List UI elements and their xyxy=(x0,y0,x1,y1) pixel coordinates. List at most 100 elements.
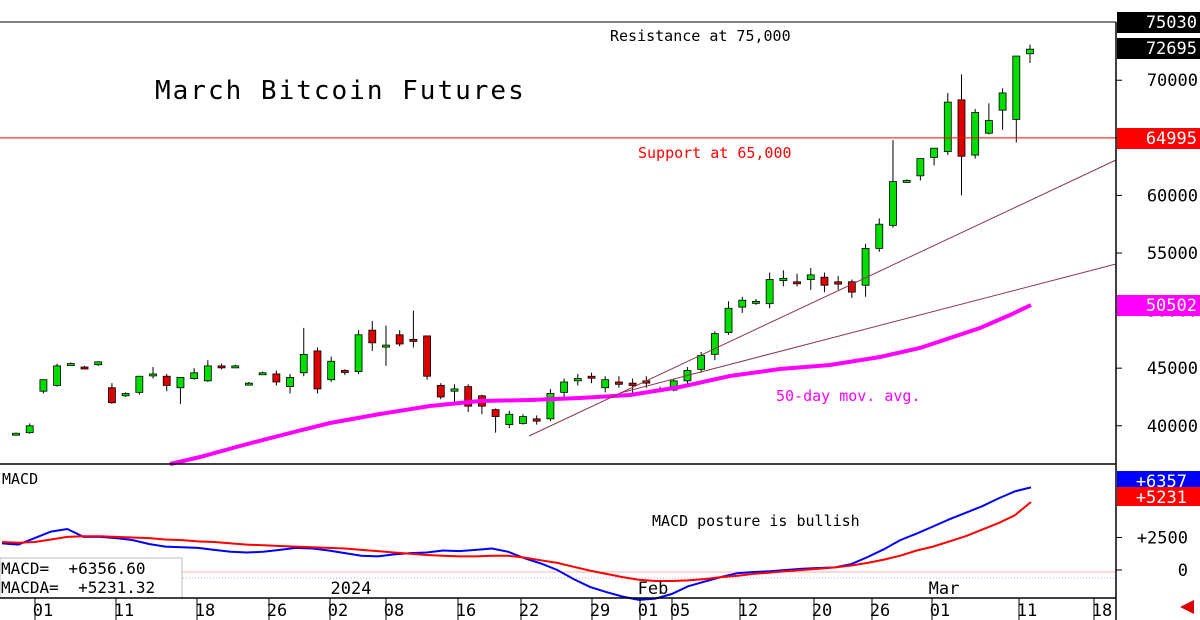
macd-value-tag-box xyxy=(1117,487,1200,506)
time-tick-label: 16 xyxy=(456,601,476,620)
time-tick-label: 05 xyxy=(670,601,690,620)
macda-signal-line xyxy=(1,501,1032,582)
time-tick-label: 01 xyxy=(930,601,950,620)
macd-tick-label: +2500 xyxy=(1137,529,1188,549)
candle-body xyxy=(957,99,966,157)
price-tick-label: 55000 xyxy=(1147,244,1198,264)
macd-legend-value: MACD= +6356.60 xyxy=(1,559,146,578)
annotations: March Bitcoin Futures Resistance at 75,0… xyxy=(1,27,921,597)
candle-body xyxy=(491,409,500,417)
month-label: Feb xyxy=(638,579,669,599)
candle-body xyxy=(203,365,212,382)
time-tick-label: 29 xyxy=(590,601,610,620)
candle-body xyxy=(217,365,226,369)
candle-body xyxy=(806,274,815,280)
candle-body xyxy=(354,334,363,373)
candle-body xyxy=(724,307,733,333)
candle-body xyxy=(121,393,130,397)
macd-value-tag: +5231 xyxy=(1136,488,1187,508)
candle-body xyxy=(943,101,952,153)
scroll-left-arrow-icon xyxy=(1180,600,1194,614)
candle-body xyxy=(889,181,897,226)
time-tick-label: 26 xyxy=(870,601,890,620)
candle-body xyxy=(587,375,596,379)
candle-body xyxy=(1026,48,1034,55)
candle-body xyxy=(546,393,555,420)
time-tick-label: 08 xyxy=(384,601,404,620)
candle-body xyxy=(573,378,582,382)
candle-body xyxy=(861,247,870,286)
time-tick-label: 02 xyxy=(328,601,348,620)
candle-body xyxy=(505,413,514,426)
candle-body xyxy=(423,335,431,377)
candle-body xyxy=(190,372,199,379)
candle-body xyxy=(149,373,157,377)
candle-body xyxy=(327,360,336,381)
candle-body xyxy=(532,418,541,422)
time-tick-label: 18 xyxy=(1092,601,1112,620)
moving-average-label: 50-day mov. avg. xyxy=(776,387,921,405)
candle-body xyxy=(793,281,801,285)
candle-body xyxy=(560,381,569,393)
month-label: 2024 xyxy=(331,579,372,599)
candle-body xyxy=(395,334,404,345)
price-tag-box xyxy=(1117,295,1200,316)
candle-body xyxy=(971,112,980,156)
macda-legend-value: MACDA= +5231.32 xyxy=(1,578,155,597)
candle-body xyxy=(108,387,116,404)
time-tick-label: 11 xyxy=(1017,601,1037,620)
candle-body xyxy=(436,385,445,398)
candle-body xyxy=(258,372,267,376)
trendline-shallow xyxy=(619,263,1117,394)
candle-body xyxy=(80,366,89,370)
candle-body xyxy=(135,375,144,393)
price-tag-box xyxy=(1117,128,1200,149)
candle-body xyxy=(984,120,993,134)
candle-body xyxy=(313,350,322,390)
trendline-layer xyxy=(528,159,1117,437)
price-tag-value: 64995 xyxy=(1146,129,1197,149)
candle-body xyxy=(53,365,62,386)
candle-body xyxy=(765,279,774,305)
time-tick-label: 22 xyxy=(519,601,539,620)
macd-line xyxy=(1,486,1032,601)
candlestick-series xyxy=(12,44,1034,436)
candle-body xyxy=(464,386,473,407)
macd-annotation: MACD posture is bullish xyxy=(652,512,860,530)
moving-average-line xyxy=(169,303,1032,466)
candle-body xyxy=(697,355,706,370)
candle-body xyxy=(245,382,253,386)
time-tick-label: 11 xyxy=(114,601,134,620)
axes: 4000045000500005500060000650007000075030… xyxy=(0,12,1200,620)
candle-body xyxy=(12,432,20,436)
candle-body xyxy=(738,299,747,308)
price-tag-box xyxy=(1117,38,1200,59)
macd-tick-label: 0 xyxy=(1178,561,1188,581)
time-tick-label: 01 xyxy=(638,601,658,620)
price-tag-box xyxy=(1117,12,1200,33)
time-tick-label: 18 xyxy=(195,601,215,620)
candle-body xyxy=(176,376,185,389)
month-label: Mar xyxy=(929,579,960,599)
candle-body xyxy=(847,281,856,293)
price-tick-label: 45000 xyxy=(1147,359,1198,379)
candle-body xyxy=(601,379,610,389)
candle-body xyxy=(299,353,308,374)
resistance-label: Resistance at 75,000 xyxy=(610,27,791,45)
candle-body xyxy=(519,416,527,424)
candle-body xyxy=(820,276,829,286)
candle-body xyxy=(615,381,623,385)
candle-body xyxy=(902,180,911,183)
time-tick-label: 20 xyxy=(812,601,832,620)
candle-body xyxy=(998,92,1007,111)
macd-value-tag-box xyxy=(1117,471,1200,490)
price-tick-label: 70000 xyxy=(1147,71,1198,91)
candle-body xyxy=(628,382,637,386)
candle-body xyxy=(66,363,75,366)
candle-body xyxy=(162,375,171,386)
candle-body xyxy=(94,361,103,366)
candle-body xyxy=(39,379,48,392)
candle-body xyxy=(450,388,459,392)
price-tag-value: 50502 xyxy=(1146,296,1197,316)
